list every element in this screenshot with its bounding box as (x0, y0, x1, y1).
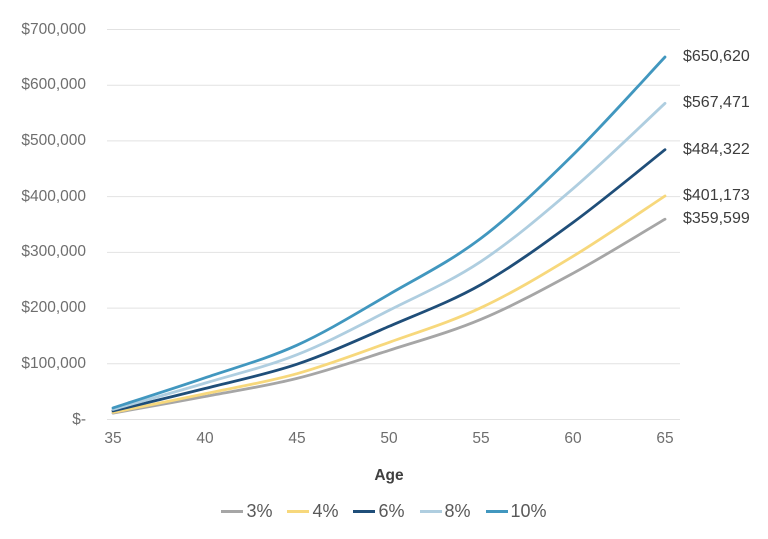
y-tick-label: $400,000 (21, 187, 86, 205)
legend-item-6pct: 6% (353, 500, 405, 522)
y-tick-label: $500,000 (21, 131, 86, 149)
y-tick-label: $200,000 (21, 299, 86, 317)
series-line-6pct (111, 148, 667, 413)
legend-swatch-icon (419, 509, 442, 513)
series-line-10pct (111, 55, 667, 410)
x-tick-label: 45 (288, 430, 306, 447)
legend-label: 3% (246, 501, 273, 521)
legend: 3% 4% 6% 8% 10% (0, 498, 768, 524)
legend-swatch-icon (353, 509, 376, 513)
end-label-4pct: $401,173 (683, 186, 750, 204)
series-line-3pct (111, 217, 667, 415)
end-label-10pct: $650,620 (683, 48, 750, 65)
legend-item-10pct: 10% (485, 500, 547, 522)
y-tick-label: $100,000 (21, 354, 86, 372)
series-line-4pct (111, 194, 667, 414)
legend-label: 4% (312, 501, 339, 521)
legend-item-8pct: 8% (419, 500, 471, 522)
y-tick-label: $- (72, 410, 86, 428)
y-tick-label: $600,000 (21, 76, 86, 94)
legend-label: 10% (510, 501, 547, 521)
y-tick-label: $700,000 (21, 20, 86, 38)
legend-swatch-icon (221, 509, 244, 513)
x-tick-label: 40 (196, 430, 214, 447)
legend-label: 6% (378, 501, 405, 521)
x-tick-label: 35 (104, 430, 122, 447)
legend-item-3pct: 3% (221, 500, 272, 522)
end-label-3pct: $359,599 (683, 210, 750, 228)
legend-swatch-icon (485, 509, 508, 513)
legend-swatch-icon (287, 509, 310, 513)
x-tick-label: 60 (564, 430, 582, 447)
legend-label: 8% (444, 501, 471, 521)
x-tick-label: 55 (472, 430, 490, 447)
x-axis-title: Age (374, 467, 404, 484)
x-tick-label: 65 (656, 430, 674, 447)
legend-item-4pct: 4% (287, 500, 338, 522)
series-line-8pct (111, 101, 667, 411)
y-tick-label: $300,000 (21, 243, 86, 261)
end-label-8pct: $567,471 (683, 94, 750, 112)
end-label-6pct: $484,322 (683, 140, 750, 158)
x-tick-label: 50 (380, 430, 398, 447)
